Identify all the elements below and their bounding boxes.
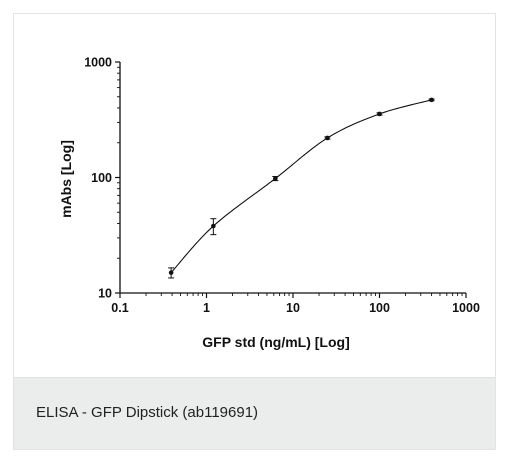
fit-curve-layer	[170, 99, 432, 274]
caption-bar: ELISA - GFP Dipstick (ab119691)	[14, 377, 495, 449]
data-point	[211, 223, 216, 229]
data-point	[325, 135, 330, 141]
figure-caption: ELISA - GFP Dipstick (ab119691)	[36, 404, 259, 421]
y-tick-label: 1000	[84, 56, 112, 70]
x-tick-label: 1	[203, 301, 210, 315]
figure-card: 0.1 1 10 100 1000 10 100 1000 GFP std (ng/mL) […	[13, 13, 496, 450]
data-point	[429, 97, 434, 103]
y-axis-label: mAbs [Log]	[58, 140, 74, 218]
chart-svg: 0.1 1 10 100 1000 10 100 1000 GFP std (ng/mL) […	[58, 56, 480, 351]
y-tick-label: 100	[91, 171, 112, 185]
x-tick-label: 100	[369, 301, 390, 315]
fit-curve	[170, 99, 432, 274]
x-tick-label: 10	[286, 301, 300, 315]
y-tick-label: 10	[98, 287, 112, 301]
data-point	[273, 176, 278, 181]
x-tick-label: 0.1	[111, 301, 128, 315]
data-point	[168, 270, 174, 275]
plot-area: 0.1 1 10 100 1000 10 100 1000 GFP std (ng/mL) […	[14, 14, 495, 377]
axes: 0.1 1 10 100 1000 10 100 1000	[84, 56, 480, 316]
x-axis-label: GFP std (ng/mL) [Log]	[202, 334, 350, 350]
x-tick-label: 1000	[452, 301, 480, 315]
points-layer	[168, 97, 435, 279]
data-point	[377, 111, 382, 117]
